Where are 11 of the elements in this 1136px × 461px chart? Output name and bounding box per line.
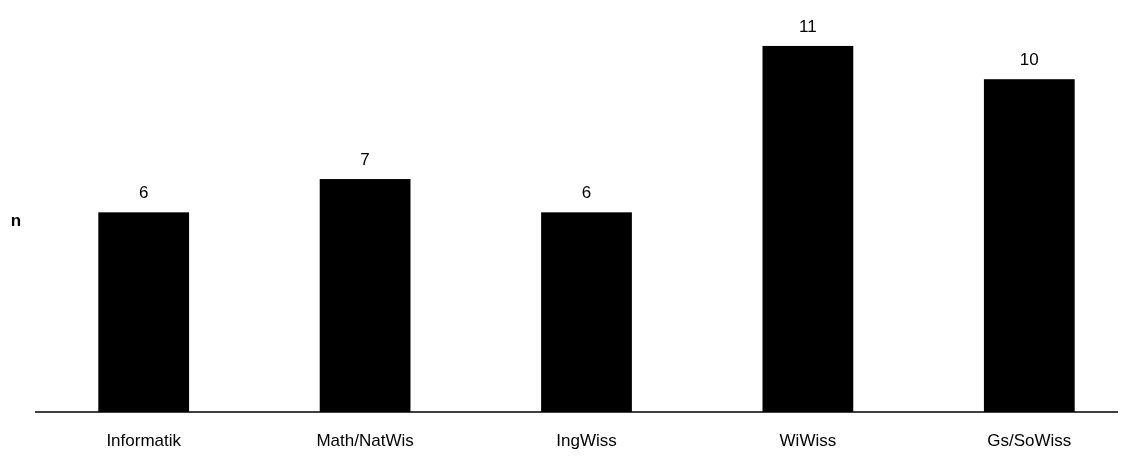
x-tick-label: IngWiss: [556, 431, 617, 450]
data-label: 6: [581, 183, 592, 203]
data-label: 10: [1019, 50, 1039, 70]
x-tick-label: Math/NatWis: [316, 431, 414, 450]
x-tick-label: Gs/SoWiss: [987, 431, 1072, 450]
x-tick-label: WiWiss: [779, 431, 837, 450]
data-label: 11: [799, 16, 817, 36]
data-label: 7: [360, 150, 370, 170]
data-label: 6: [138, 183, 149, 203]
y-axis-title: n: [10, 211, 22, 230]
x-tick-label: Informatik: [106, 431, 182, 450]
